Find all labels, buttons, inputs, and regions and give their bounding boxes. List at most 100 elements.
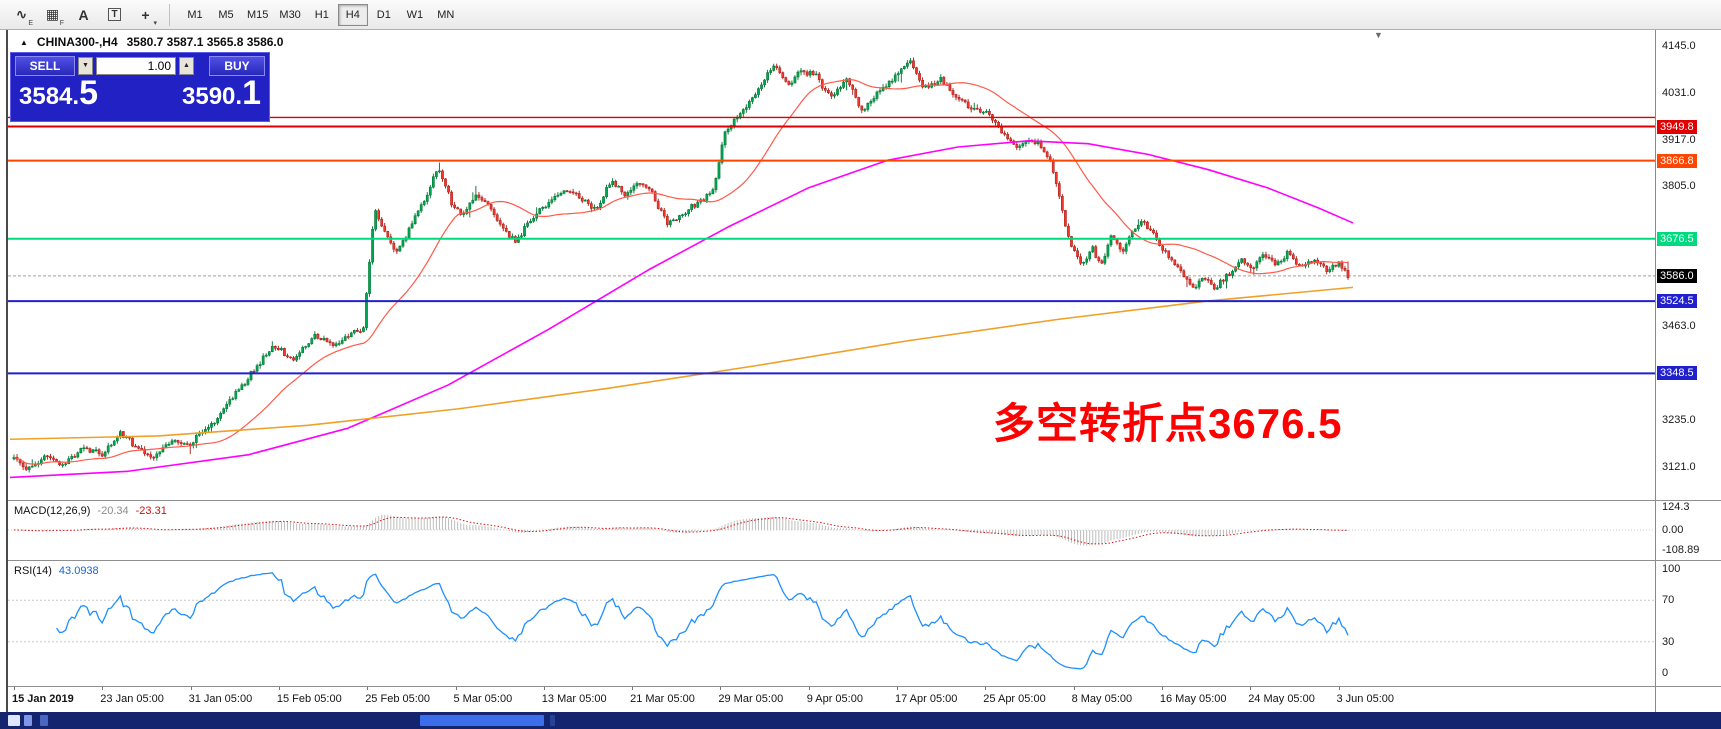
- price-level-tag: 3348.5: [1657, 366, 1697, 381]
- macd-signal-value: -23.31: [135, 505, 167, 517]
- taskbar-item[interactable]: [40, 715, 48, 726]
- crosshair-tool-icon-glyph: +: [141, 6, 150, 23]
- x-axis-date-label: 5 Mar 05:00: [453, 693, 513, 705]
- taskbar-item[interactable]: [550, 715, 555, 726]
- drawing-tools-group: ∿ E ▦ F A T + ▾: [8, 3, 159, 27]
- price-level-tag: 3949.8: [1657, 119, 1697, 134]
- candlestick-series: [12, 57, 1350, 473]
- timeframe-button-m5[interactable]: M5: [218, 8, 234, 21]
- toolbar: ∿ E ▦ F A T + ▾ M1 M5 M15 M30 H1 H4 D1 W1 MN: [0, 0, 1721, 30]
- ma-fast-line: [13, 79, 1349, 465]
- price-axis: 4145.0 4031.0 3917.0 3805.0 3463.0 3235.0 3121…: [1655, 30, 1721, 500]
- x-axis-date-label: 3 Jun 05:00: [1336, 693, 1395, 705]
- x-axis-tick: [1338, 687, 1340, 690]
- chart-shift-marker: ▼: [1374, 30, 1383, 40]
- collapse-icon[interactable]: ▲: [20, 37, 28, 47]
- ma-slow-line: [9, 286, 1354, 441]
- y-axis-tick: 3121.0: [1662, 460, 1696, 473]
- x-axis-date-label: 15 Jan 2019: [12, 693, 74, 705]
- x-axis-date-label: 24 May 05:00: [1248, 693, 1315, 705]
- y-axis-tick: 4145.0: [1662, 40, 1696, 53]
- timeframe-button-m15[interactable]: M15: [247, 8, 269, 21]
- timeframe-button-d1[interactable]: D1: [376, 8, 391, 21]
- x-axis-tick: [543, 687, 545, 690]
- volume-input[interactable]: [96, 57, 176, 75]
- timeframe-button-mn[interactable]: MN: [437, 8, 455, 21]
- x-axis-tick: [190, 687, 192, 690]
- rsi-canvas[interactable]: [8, 561, 1655, 685]
- timeframe-button-m30[interactable]: M30: [279, 8, 301, 21]
- x-axis-date-label: 29 Mar 05:00: [718, 693, 784, 705]
- x-axis-date-label: 9 Apr 05:00: [806, 693, 863, 705]
- x-axis-date-label: 15 Feb 05:00: [276, 693, 342, 705]
- x-axis-date-label: 25 Apr 05:00: [983, 693, 1046, 705]
- x-axis-tick: [897, 687, 898, 690]
- x-axis-date-label: 13 Mar 05:00: [541, 693, 607, 705]
- rsi-line: [56, 572, 1349, 670]
- x-axis-tick: [455, 687, 457, 690]
- one-click-trade-panel: SELL ▼ ▲ BUY 3584.5 3590.1: [10, 52, 270, 122]
- rsi-axis-label: 70: [1662, 594, 1675, 607]
- y-axis-tick: 3235.0: [1662, 413, 1696, 426]
- taskbar-strip: [0, 712, 1721, 729]
- bid-price-main: 3584.: [19, 83, 80, 110]
- price-level-tag: 3676.5: [1657, 231, 1697, 246]
- x-axis-tick: [1161, 687, 1163, 690]
- buy-button[interactable]: BUY: [209, 56, 265, 76]
- chart-tool-e-icon-badge: E: [28, 19, 33, 27]
- rsi-value: 43.0938: [58, 565, 99, 577]
- taskbar-item[interactable]: [8, 715, 20, 726]
- text-box-icon[interactable]: T: [101, 3, 128, 27]
- x-axis-tick: [720, 687, 722, 690]
- window-border: [6, 30, 8, 712]
- time-axis-corner: [1655, 687, 1721, 712]
- rsi-panel: RSI(14) 43.0938 100 70 30 0: [8, 560, 1721, 686]
- macd-name: MACD(12,26,9): [14, 505, 91, 517]
- sell-button[interactable]: SELL: [15, 56, 75, 76]
- text-box-icon-glyph: T: [108, 8, 121, 21]
- price-chart-canvas[interactable]: [8, 30, 1655, 500]
- chart-header: ▲ CHINA300-,H4 3580.7 3587.1 3565.8 3586…: [20, 35, 283, 49]
- rsi-axis-label: 0: [1662, 667, 1669, 679]
- timeframe-button-h4[interactable]: H4: [337, 3, 368, 26]
- volume-increase-button[interactable]: ▲: [179, 57, 194, 75]
- current-price-tag: 3586.0: [1657, 268, 1697, 283]
- bid-price: 3584.5: [19, 76, 98, 110]
- macd-label: MACD(12,26,9) -20.34 -23.31: [14, 505, 167, 517]
- x-axis-tick: [1250, 687, 1252, 690]
- x-axis-tick: [1073, 687, 1075, 690]
- macd-axis: 124.3 0.00 -108.89: [1655, 501, 1721, 560]
- y-axis-tick: 3463.0: [1662, 320, 1696, 333]
- taskbar-item[interactable]: [420, 715, 544, 726]
- rsi-label: RSI(14) 43.0938: [14, 565, 99, 577]
- rsi-axis: 100 70 30 0: [1655, 561, 1721, 686]
- taskbar-item[interactable]: [24, 715, 32, 726]
- macd-axis-label: -108.89: [1662, 544, 1700, 557]
- toolbar-separator: [169, 3, 170, 26]
- text-label-icon[interactable]: A: [70, 3, 97, 27]
- crosshair-tool-icon[interactable]: + ▾: [132, 3, 159, 27]
- x-axis-tick: [985, 687, 987, 690]
- x-axis-date-label: 21 Mar 05:00: [630, 693, 695, 705]
- chart-tool-e-icon[interactable]: ∿ E: [8, 3, 35, 27]
- x-axis-date-label: 31 Jan 05:00: [188, 693, 253, 705]
- chart-tool-e-icon-glyph: ∿: [15, 6, 28, 22]
- timeframe-group: M1 M5 M15 M30 H1 H4 D1 W1 MN: [180, 3, 461, 26]
- volume-decrease-button[interactable]: ▼: [78, 57, 93, 75]
- crosshair-tool-icon-badge: ▾: [153, 19, 157, 27]
- timeframe-button-m1[interactable]: M1: [187, 8, 203, 21]
- x-axis-tick: [632, 687, 634, 690]
- ask-price-pips: 1: [242, 74, 261, 112]
- timeframe-button-w1[interactable]: W1: [406, 8, 424, 21]
- grid-tool-f-icon[interactable]: ▦ F: [39, 3, 66, 27]
- timeframe-button-h1[interactable]: H1: [314, 8, 329, 21]
- macd-axis-label: 124.3: [1662, 501, 1690, 513]
- annotation-text: 多空转折点3676.5: [993, 400, 1343, 447]
- macd-panel: MACD(12,26,9) -20.34 -23.31 124.3 0.00 -10…: [8, 500, 1721, 560]
- x-axis-date-label: 23 Jan 05:00: [100, 693, 164, 705]
- symbol-timeframe-label: CHINA300-,H4: [36, 35, 118, 49]
- x-axis-tick: [278, 687, 280, 690]
- macd-canvas[interactable]: [8, 501, 1655, 559]
- rsi-axis-label: 30: [1662, 635, 1675, 648]
